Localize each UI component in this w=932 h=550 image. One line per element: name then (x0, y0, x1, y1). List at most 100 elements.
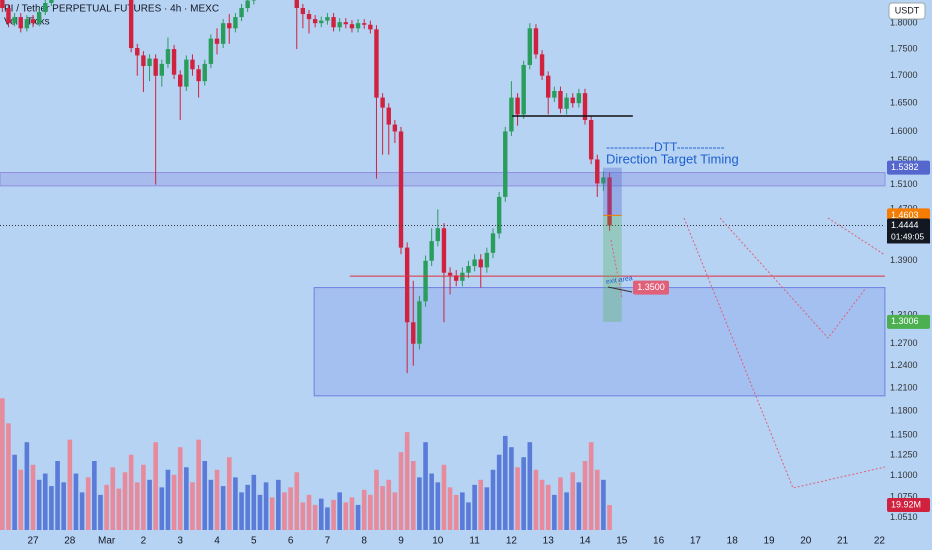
volume-bar (128, 454, 134, 530)
candle-body (460, 272, 465, 281)
volume-bar (49, 486, 54, 530)
volume-bar (564, 492, 569, 530)
x-tick-label: 7 (325, 536, 331, 547)
volume-bar (337, 492, 342, 530)
price-axis: 27 28 Mar 2 3 4 5 6 7 8 9 10 11 12 13 14 15 16 17 18 19 20 21 2… (27, 18, 930, 547)
candle-body (202, 63, 207, 82)
volume-bar (24, 442, 30, 530)
volume-bar (190, 482, 195, 530)
candle-body (36, 12, 42, 24)
candle-body (49, 0, 54, 3)
position-stop (603, 167, 622, 216)
candle-body (30, 19, 36, 24)
volume-bar (85, 477, 91, 530)
candle-body (466, 266, 471, 273)
exit-pointer (607, 286, 633, 293)
candle-body (135, 48, 140, 56)
candle-body (423, 260, 428, 302)
y-tick-label: 1.1500 (890, 429, 918, 439)
volume-bar (527, 442, 533, 530)
volume-bar (484, 487, 490, 530)
volume-bar (122, 472, 128, 530)
candle-body (380, 97, 385, 108)
volume-bar (110, 467, 116, 530)
candle-body (165, 49, 171, 64)
y-tick-label: 1.7500 (890, 43, 918, 53)
candle-body (362, 23, 367, 25)
volume-bar (79, 492, 85, 530)
volume-bar (98, 494, 103, 530)
volume-bar (490, 469, 496, 530)
candle-body (12, 17, 17, 24)
candle-body (533, 28, 539, 55)
volume-bar (404, 432, 410, 530)
volume-bar (214, 469, 220, 530)
volume-bar (472, 484, 477, 530)
projection (683, 217, 886, 489)
candle-body (349, 24, 355, 29)
candle-body (306, 14, 312, 20)
candle-body (208, 38, 214, 64)
x-tick-label: 15 (616, 536, 628, 547)
price-tag-label: 1.4444 (891, 220, 919, 230)
x-tick-label: 8 (361, 536, 367, 547)
volume-bar (263, 482, 269, 530)
y-tick-label: 1.0750 (890, 491, 918, 501)
candle-body (325, 17, 330, 21)
x-tick-label: 10 (432, 536, 444, 547)
x-tick-label: 27 (27, 536, 39, 547)
candle-body (527, 28, 533, 65)
volume-bar (12, 454, 17, 530)
volume-bar (220, 486, 226, 530)
x-tick-label: 20 (800, 536, 812, 547)
candle-body (539, 54, 545, 76)
candle-body (24, 19, 30, 29)
volume-bar (104, 484, 109, 530)
x-tick-label: 13 (543, 536, 555, 547)
resistance-band (0, 172, 886, 187)
candle-body (153, 58, 158, 76)
candle-body (552, 90, 557, 98)
candle-body (159, 63, 165, 76)
volume-bar (300, 502, 306, 530)
candle-body (141, 55, 146, 67)
volume-bar (134, 482, 140, 530)
volume-pane (0, 398, 612, 530)
y-tick-label: 1.5100 (890, 179, 918, 189)
volume-bar (92, 461, 97, 530)
candle-body (337, 22, 342, 28)
candle-body (576, 93, 582, 104)
volume-bar (318, 498, 324, 530)
volume-bar (447, 487, 453, 530)
volume-bar (570, 472, 576, 530)
price-tag (887, 314, 930, 329)
volume-bar (588, 442, 594, 530)
candle-body (435, 228, 441, 242)
volume-bar (558, 477, 563, 530)
volume-bar (545, 484, 551, 530)
volume-bar (30, 464, 36, 530)
target-box (313, 287, 886, 397)
projection (827, 217, 886, 256)
volume-bar (386, 479, 392, 530)
x-tick-label: 5 (251, 536, 257, 547)
candle-body (521, 64, 526, 115)
x-tick-label: 12 (506, 536, 518, 547)
candle-body (454, 275, 459, 281)
y-tick-label: 1.5500 (890, 155, 918, 165)
volume-bar (392, 492, 398, 530)
volume-bar (423, 442, 428, 530)
position-target (603, 215, 622, 322)
unit-label: USDT (895, 5, 920, 15)
candle-body (178, 74, 183, 87)
candles (0, 0, 612, 374)
volume-bar (368, 494, 373, 530)
candle-body (429, 241, 434, 261)
volume-bar (380, 486, 385, 530)
volume-bar (355, 504, 361, 530)
volume-bar (325, 507, 330, 530)
projection (719, 217, 867, 339)
y-tick-label: 1.1800 (890, 406, 918, 416)
candle-body (595, 159, 600, 184)
candle-body (227, 23, 232, 29)
